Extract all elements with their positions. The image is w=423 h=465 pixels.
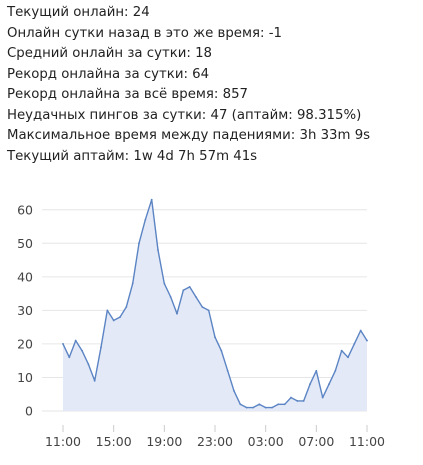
- data-point: [220, 349, 223, 352]
- current-uptime-text: Текущий аптайм: 1w 4d 7h 57m 41s: [7, 148, 258, 164]
- average-online-text: Средний онлайн за сутки: 18: [7, 46, 213, 61]
- y-tick-label: 10: [17, 370, 33, 385]
- data-point: [328, 383, 330, 386]
- series-area-fill: [63, 199, 367, 411]
- data-point: [340, 349, 343, 352]
- data-point: [321, 396, 324, 399]
- data-point: [258, 403, 261, 406]
- data-point: [366, 339, 368, 342]
- y-tick-label: 40: [17, 269, 33, 284]
- y-tick-label: 30: [17, 303, 33, 318]
- data-point: [277, 403, 280, 406]
- online-chart: 0 10 20 30 40 50 60 11:00 15:00 19:00 23:00 03:00 0…: [17, 198, 385, 449]
- data-point: [93, 379, 96, 382]
- stats-panel: Текущий онлайн: 24 Онлайн сутки назад в …: [7, 3, 421, 167]
- data-point: [150, 198, 153, 201]
- data-point: [131, 282, 134, 285]
- data-point: [182, 289, 185, 292]
- x-tick-label: 23:00: [197, 434, 233, 449]
- data-point: [226, 369, 229, 372]
- data-point: [207, 309, 210, 312]
- data-point: [163, 282, 166, 285]
- data-point: [125, 306, 128, 308]
- max-time-between-failures-text: Максимальное время между падениями: 3h 3…: [7, 128, 371, 143]
- failed-pings-text: Неудачных пингов за сутки: 47 (аптайм: 9…: [7, 107, 362, 123]
- data-point: [334, 369, 337, 372]
- data-point: [144, 218, 147, 221]
- data-point: [214, 336, 216, 339]
- data-point: [271, 406, 273, 409]
- y-tick-label: 60: [17, 202, 33, 217]
- data-point: [353, 343, 356, 345]
- x-tick-label: 11:00: [349, 434, 385, 449]
- y-tick-label: 20: [17, 336, 33, 351]
- data-point: [169, 296, 172, 298]
- all-time-record-text: Рекорд онлайна за всё время: 857: [7, 87, 248, 102]
- data-point: [62, 343, 64, 345]
- data-point: [195, 296, 197, 298]
- data-point: [119, 316, 121, 318]
- data-point: [245, 406, 248, 409]
- data-point: [157, 249, 159, 251]
- data-point: [296, 400, 299, 402]
- chart-area-layer: [62, 198, 368, 411]
- data-point: [264, 406, 267, 409]
- data-point: [359, 329, 362, 332]
- data-point: [302, 400, 305, 402]
- y-axis-ticks: 0 10 20 30 40 50 60: [17, 202, 33, 418]
- x-axis-ticks: 11:00 15:00 19:00 23:00 03:00 07:00 11:00: [45, 425, 385, 449]
- data-point: [283, 403, 286, 406]
- x-tick-label: 11:00: [45, 434, 81, 449]
- daily-record-text: Рекорд онлайна за сутки: 64: [7, 66, 210, 82]
- x-tick-label: 15:00: [96, 434, 132, 449]
- data-point: [347, 356, 349, 359]
- online-day-ago-text: Онлайн сутки назад в это же время: -1: [7, 25, 282, 41]
- y-tick-label: 0: [25, 404, 33, 419]
- data-point: [100, 346, 102, 349]
- data-point: [290, 396, 292, 399]
- x-tick-label: 03:00: [248, 434, 284, 449]
- data-point: [315, 369, 318, 372]
- data-point: [188, 286, 191, 288]
- data-point: [252, 406, 254, 409]
- data-point: [87, 363, 90, 365]
- y-tick-label: 50: [17, 236, 33, 251]
- x-tick-label: 07:00: [298, 434, 334, 449]
- data-point: [201, 306, 204, 308]
- data-point: [74, 339, 77, 342]
- current-online-text: Текущий онлайн: 24: [7, 5, 150, 20]
- x-tick-label: 19:00: [146, 434, 182, 449]
- data-point: [68, 356, 71, 359]
- data-point: [309, 383, 311, 386]
- data-point: [176, 312, 178, 315]
- data-point: [138, 242, 140, 245]
- data-point: [112, 319, 115, 322]
- data-point: [233, 389, 235, 392]
- data-point: [81, 349, 83, 352]
- data-point: [239, 403, 242, 406]
- data-point: [106, 309, 109, 312]
